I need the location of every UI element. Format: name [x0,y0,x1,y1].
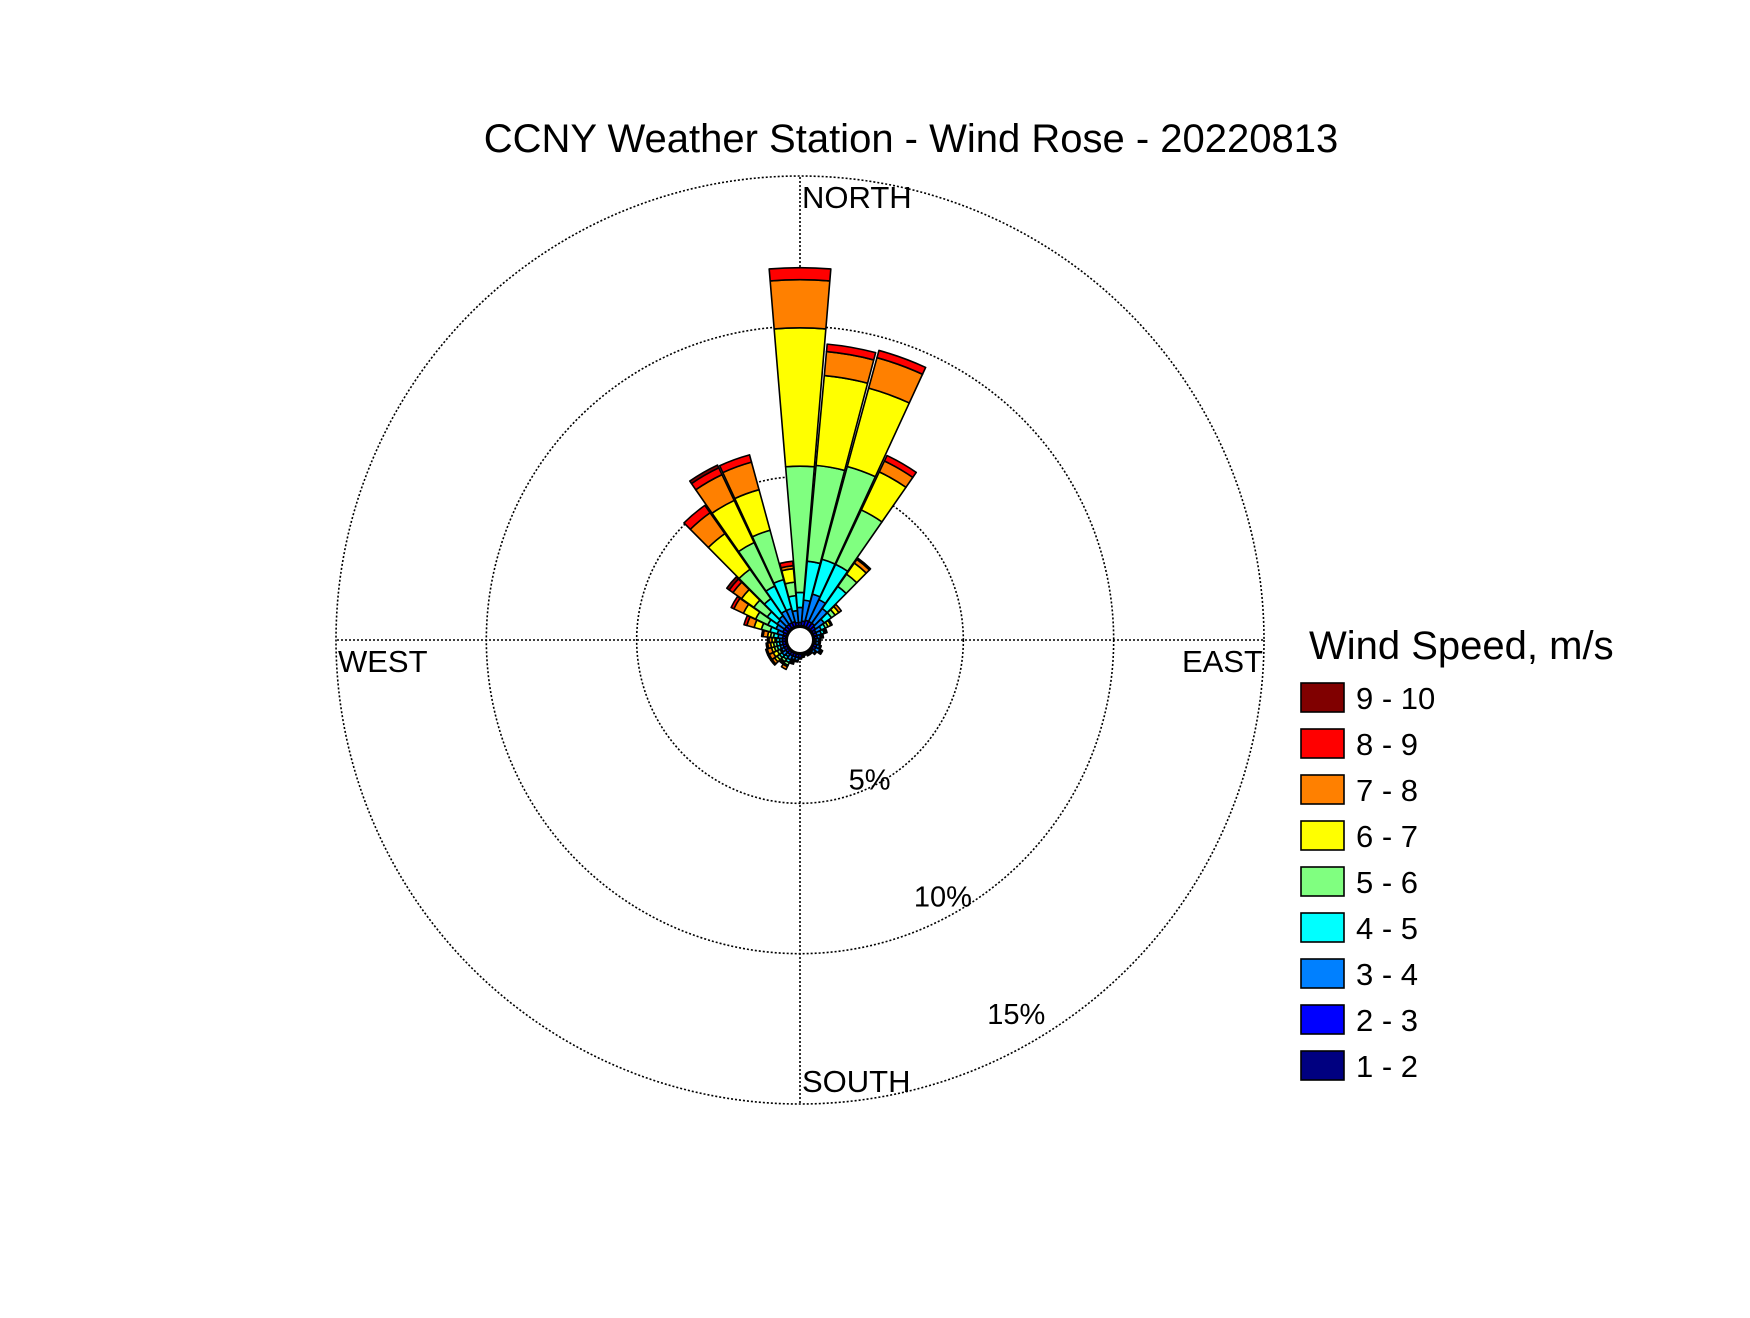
legend-swatch-2-3 [1300,1004,1345,1035]
sector-270-bin-8-9 [766,636,770,644]
sector-320-bin-8-9 [683,504,711,531]
sector-250-bin-8-9 [764,648,770,656]
legend-label-3-4: 3 - 4 [1356,957,1418,992]
center-hub [786,626,814,654]
legend-swatch-5-6 [1300,866,1345,897]
radial-tick-label-15: 15% [987,999,1045,1031]
wind-sectors [683,266,927,671]
sector-0-bin-7-8 [769,278,831,330]
legend-swatch-3-4 [1300,958,1345,989]
sector-80-bin-5-6 [820,633,825,639]
sector-10-bin-8-9 [825,343,877,361]
legend-swatch-1-2 [1300,1050,1345,1081]
legend: 9 - 10 8 - 9 7 - 8 6 - 7 5 - 6 4 - 5 3 - 4 2 - … [1300,681,1435,1084]
legend-swatch-9-10 [1300,682,1345,713]
legend-swatch-7-8 [1300,774,1345,805]
sector-70-bin-6-7 [823,627,828,634]
sector-30-bin-8-9 [883,454,918,479]
radial-tick-labels: 5% 10% 15% [849,764,1046,1031]
legend-label-1-2: 1 - 2 [1356,1049,1418,1084]
legend-label-7-8: 7 - 8 [1356,773,1418,808]
legend-label-8-9: 8 - 9 [1356,727,1418,762]
sector-130-bin-4-5 [812,650,818,656]
sector-0-bin-8-9 [768,266,832,282]
sector-330-bin-9-10 [688,464,720,485]
legend-swatch-6-7 [1300,820,1345,851]
sector-280-bin-8-9 [760,629,765,638]
legend-label-6-7: 6 - 7 [1356,819,1418,854]
sector-120-bin-5-6 [818,649,824,656]
sector-50-bin-7-8 [832,603,843,614]
legend-label-2-3: 2 - 3 [1356,1003,1418,1038]
sector-260-bin-8-9 [765,642,770,650]
grid-ring-15 [335,175,1265,1105]
legend-title: Wind Speed, m/s [1309,624,1614,668]
legend-label-4-5: 4 - 5 [1356,911,1418,946]
sector-60-bin-7-8 [827,618,833,627]
direction-label-north: NORTH [802,180,912,215]
legend-label-5-6: 5 - 6 [1356,865,1418,900]
sector-150-bin-3-4 [806,652,811,657]
direction-label-east: EAST [1182,644,1263,679]
sector-350-bin-8-9 [779,560,794,569]
legend-swatch-4-5 [1300,912,1345,943]
sector-20-bin-8-9 [876,349,927,376]
direction-label-south: SOUTH [802,1064,911,1099]
chart-title: CCNY Weather Station - Wind Rose - 20220… [484,117,1339,161]
direction-label-west: WEST [338,644,428,679]
radial-tick-label-10: 10% [914,882,972,914]
sector-340-bin-8-9 [718,454,753,474]
sector-40-bin-8-9 [856,557,872,571]
sector-210-bin-7-8 [780,663,789,671]
radial-tick-label-5: 5% [849,764,891,796]
legend-swatch-8-9 [1300,728,1345,759]
legend-label-9-10: 9 - 10 [1356,681,1435,716]
